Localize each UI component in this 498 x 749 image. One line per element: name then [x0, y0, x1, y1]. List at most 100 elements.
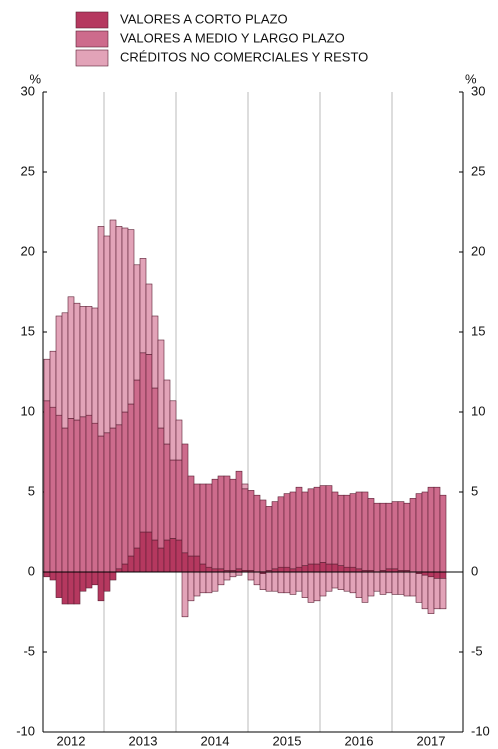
bar — [91, 571, 99, 586]
bar — [133, 547, 141, 573]
bar — [433, 571, 441, 579]
bar — [145, 354, 153, 533]
bar — [187, 475, 195, 557]
bar — [379, 571, 387, 595]
bar — [247, 490, 255, 571]
y2-tick-label: -10 — [471, 723, 490, 738]
bar — [79, 306, 87, 418]
bar — [205, 483, 213, 568]
bar — [277, 566, 285, 573]
bar — [79, 571, 87, 592]
bar — [115, 424, 123, 570]
y2-tick-label: 10 — [471, 403, 485, 418]
bar — [319, 571, 327, 597]
bar — [361, 571, 369, 603]
bar — [433, 578, 441, 610]
bar — [271, 501, 279, 570]
y2-unit: % — [465, 71, 477, 86]
bar — [397, 571, 405, 595]
bar — [313, 563, 321, 573]
bar — [295, 571, 303, 592]
bar — [283, 571, 291, 594]
bar — [427, 576, 435, 614]
bar — [289, 571, 297, 595]
bar — [355, 491, 363, 570]
bar — [439, 578, 447, 610]
x-tick-label: 2014 — [201, 733, 230, 748]
bar — [355, 571, 363, 598]
bar — [217, 475, 225, 570]
bar — [421, 574, 429, 610]
bar — [373, 571, 381, 592]
bar — [145, 531, 153, 573]
bar — [391, 501, 399, 570]
bar — [427, 486, 435, 573]
bar — [43, 358, 51, 402]
bar — [313, 571, 321, 602]
bar — [295, 566, 303, 573]
y2-tick-label: -5 — [471, 643, 483, 658]
bar — [403, 571, 411, 597]
x-tick-label: 2013 — [129, 733, 158, 748]
bar — [133, 264, 141, 381]
bar — [331, 571, 339, 589]
y2-tick-label: 30 — [471, 83, 485, 98]
bar — [253, 494, 261, 573]
bar — [295, 486, 303, 568]
bar — [379, 502, 387, 571]
bar — [103, 571, 111, 592]
bar — [187, 571, 195, 602]
bar — [115, 226, 123, 426]
y2-tick-label: 25 — [471, 163, 485, 178]
bar — [241, 488, 249, 571]
bar — [223, 475, 231, 571]
bar — [205, 571, 213, 594]
bar — [163, 539, 171, 573]
bar — [163, 379, 171, 445]
bar — [337, 565, 345, 573]
bar — [55, 571, 63, 598]
y-tick-label: 25 — [21, 163, 35, 178]
x-tick-label: 2016 — [345, 733, 374, 748]
bar — [337, 494, 345, 566]
bar — [97, 435, 105, 573]
bar — [91, 422, 99, 573]
bar — [325, 563, 333, 573]
y-unit: % — [29, 71, 41, 86]
bar — [277, 496, 285, 568]
bar — [121, 227, 129, 413]
y2-tick-label: 20 — [471, 243, 485, 258]
bar — [367, 498, 375, 571]
y-tick-label: 20 — [21, 243, 35, 258]
legend-label: VALORES A MEDIO Y LARGO PLAZO — [120, 30, 345, 45]
bar — [97, 571, 105, 602]
bar — [85, 571, 93, 589]
bar — [421, 491, 429, 573]
bar — [181, 571, 189, 618]
y-tick-label: -10 — [16, 723, 35, 738]
bar — [73, 571, 81, 605]
bar — [199, 571, 207, 594]
bar — [127, 403, 135, 557]
bar — [337, 571, 345, 590]
bar — [169, 538, 177, 573]
bar — [145, 283, 153, 355]
legend-swatch — [75, 11, 109, 29]
bar — [193, 555, 201, 573]
bar — [139, 352, 147, 533]
bar — [73, 302, 81, 421]
bar — [403, 502, 411, 571]
bar — [169, 459, 177, 539]
bar — [175, 419, 183, 461]
bar — [319, 485, 327, 563]
bar — [211, 571, 219, 592]
bar — [439, 571, 447, 579]
bar — [409, 498, 417, 573]
y-tick-label: 10 — [21, 403, 35, 418]
bar — [391, 571, 399, 595]
bar — [43, 571, 51, 578]
bar — [139, 531, 147, 573]
bar — [109, 427, 117, 573]
bar — [313, 486, 321, 565]
